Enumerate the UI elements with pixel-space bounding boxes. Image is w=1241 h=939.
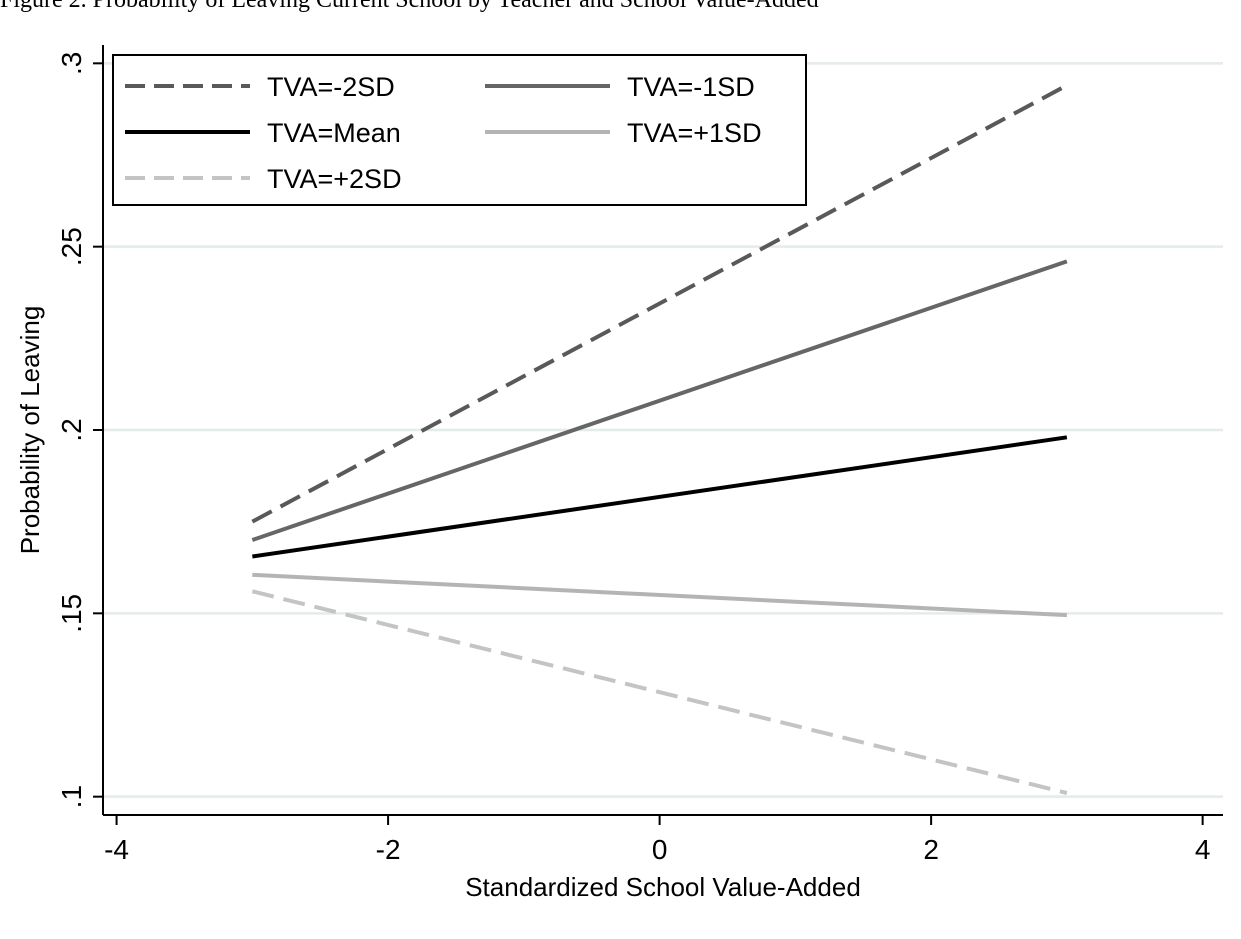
- y-tick-label: .3: [56, 52, 87, 75]
- x-axis-title: Standardized School Value-Added: [465, 872, 861, 902]
- legend-label: TVA=Mean: [267, 118, 401, 148]
- series-line: [252, 435, 1068, 559]
- x-tick-label: 2: [923, 834, 939, 865]
- x-tick-label: -2: [376, 834, 401, 865]
- legend-label: TVA=-1SD: [627, 72, 755, 102]
- y-tick-label: .25: [56, 227, 87, 266]
- legend-label: TVA=+1SD: [627, 118, 762, 148]
- series-lines: [251, 83, 1068, 795]
- series-line: [251, 589, 1068, 795]
- series-line: [251, 83, 1068, 524]
- y-tick-label: .1: [56, 785, 87, 808]
- x-tick-label: 0: [652, 834, 668, 865]
- legend-label: TVA=-2SD: [267, 72, 395, 102]
- legend: TVA=-2SD TVA=-1SD TVA=Mean TVA=+1SD TVA=+2SD: [112, 54, 807, 206]
- series-line: [252, 572, 1067, 618]
- legend-label: TVA=+2SD: [267, 164, 402, 194]
- x-ticks: -4 -2 0 2 4: [104, 815, 1210, 865]
- y-ticks: .1 .15 .2 .25 .3: [56, 52, 103, 808]
- figure-caption: Figure 2. Probability of Leaving Current…: [0, 0, 1241, 12]
- x-tick-label: 4: [1195, 834, 1211, 865]
- y-tick-label: .2: [56, 418, 87, 441]
- series-line: [251, 259, 1068, 542]
- y-axis-title: Probability of Leaving: [15, 306, 45, 555]
- y-tick-label: .15: [56, 594, 87, 633]
- x-tick-label: -4: [104, 834, 129, 865]
